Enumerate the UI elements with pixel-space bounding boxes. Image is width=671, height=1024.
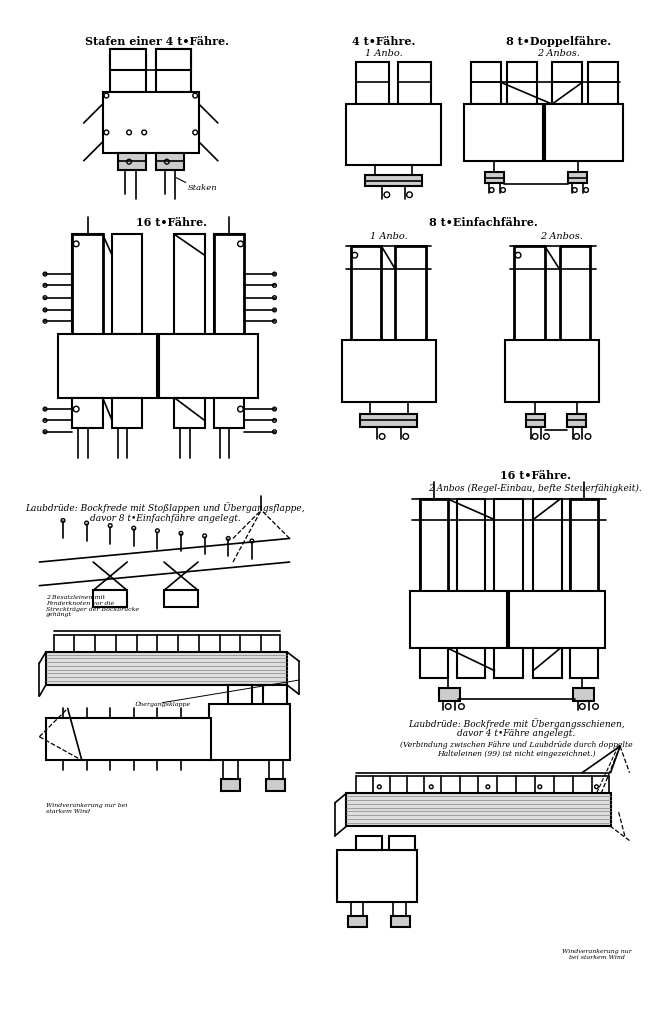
Text: Staken: Staken (188, 184, 217, 193)
Bar (46, 718, 211, 761)
Bar (457, 648, 485, 678)
Bar (112, 234, 142, 334)
Bar (72, 234, 103, 334)
Bar (525, 414, 545, 427)
Bar (214, 234, 244, 334)
Bar (263, 685, 287, 703)
Bar (588, 61, 618, 104)
Bar (356, 61, 389, 104)
Bar (221, 779, 240, 791)
Text: davor 4 t•Fähre angelegt.: davor 4 t•Fähre angelegt. (457, 729, 575, 738)
Text: 8 t•Doppelfähre.: 8 t•Doppelfähre. (506, 36, 611, 47)
Bar (174, 234, 205, 334)
Bar (72, 234, 103, 334)
Bar (389, 836, 415, 850)
Bar (568, 172, 587, 183)
Bar (58, 334, 158, 397)
Bar (266, 779, 285, 791)
Bar (485, 172, 504, 183)
Bar (351, 246, 381, 340)
Bar (72, 397, 103, 428)
Bar (348, 916, 367, 928)
Text: Windverankerung nur
bei starkem Wind: Windverankerung nur bei starkem Wind (562, 949, 631, 959)
Bar (342, 340, 436, 401)
Bar (164, 591, 198, 607)
Text: Übergangsklappe: Übergangsklappe (134, 700, 191, 707)
Text: 2 Anbos.: 2 Anbos. (537, 49, 580, 58)
Bar (533, 499, 562, 591)
Bar (365, 175, 422, 186)
Text: Laubdrüde: Bockfrede mit Übergangsschienen,: Laubdrüde: Bockfrede mit Übergangsschien… (408, 718, 625, 729)
Bar (560, 246, 590, 340)
Bar (360, 414, 417, 427)
Text: Halteleinen (99) ist nicht eingezeichnet.): Halteleinen (99) ist nicht eingezeichnet… (437, 750, 596, 758)
Bar (471, 61, 501, 104)
Bar (395, 246, 425, 340)
Bar (570, 499, 599, 591)
Bar (93, 591, 127, 607)
Bar (420, 648, 448, 678)
Bar (209, 703, 290, 761)
Text: Stafen einer 4 t•Fähre.: Stafen einer 4 t•Fähre. (85, 36, 229, 47)
Text: 16 t•Fähre.: 16 t•Fähre. (500, 470, 570, 481)
Text: 1 Anbo.: 1 Anbo. (370, 231, 407, 241)
Bar (156, 154, 184, 170)
Bar (103, 92, 199, 154)
Bar (228, 685, 252, 703)
Bar (46, 651, 287, 685)
Text: (Verbindung zwischen Fähre und Laubdrüde durch doppelte: (Verbindung zwischen Fähre und Laubdrüde… (400, 740, 633, 749)
Bar (507, 61, 537, 104)
Bar (552, 61, 582, 104)
Text: davor 8 t•Einfachfähre angelegt.: davor 8 t•Einfachfähre angelegt. (90, 514, 240, 523)
Bar (439, 688, 460, 700)
Bar (567, 414, 586, 427)
Text: 16 t•Fähre.: 16 t•Fähre. (136, 217, 207, 228)
Text: 1 Anbo.: 1 Anbo. (365, 49, 403, 58)
Bar (110, 49, 146, 92)
Bar (495, 499, 523, 591)
Text: 2 Besatzleinen mit
Fenderknoten vor die
Streckträger der Bockbrücke
gehängt: 2 Besatzleinen mit Fenderknoten vor die … (46, 595, 139, 617)
Bar (573, 688, 594, 700)
Bar (533, 648, 562, 678)
Bar (464, 104, 543, 161)
Bar (570, 648, 599, 678)
Bar (156, 49, 191, 70)
Text: 8 t•Einfachfähre.: 8 t•Einfachfähre. (429, 217, 537, 228)
Bar (570, 499, 599, 591)
Bar (117, 154, 146, 170)
Text: 2 Anbos.: 2 Anbos. (540, 231, 583, 241)
Bar (156, 49, 191, 92)
Bar (356, 836, 382, 850)
Bar (346, 794, 611, 826)
Bar (112, 397, 142, 428)
Bar (346, 104, 441, 166)
Bar (420, 499, 448, 591)
Bar (391, 916, 409, 928)
Bar (214, 397, 244, 428)
Text: 4 t•Fähre.: 4 t•Fähre. (352, 36, 416, 47)
Text: Laubdrüde: Bockfrede mit Stoßlappen und Übergangsflappe,: Laubdrüde: Bockfrede mit Stoßlappen und … (25, 503, 305, 513)
Text: Windverankerung nur bei
starkem Wind: Windverankerung nur bei starkem Wind (46, 803, 127, 814)
Bar (159, 334, 258, 397)
Bar (174, 397, 205, 428)
Bar (509, 591, 605, 648)
Bar (495, 648, 523, 678)
Bar (214, 234, 244, 334)
Text: 2 Anbos (Regel-Einbau, befte Steuerfähigkeit).: 2 Anbos (Regel-Einbau, befte Steuerfähig… (428, 483, 642, 493)
Bar (505, 340, 599, 401)
Bar (110, 49, 146, 70)
Bar (545, 104, 623, 161)
Bar (420, 499, 448, 591)
Bar (457, 499, 485, 591)
Bar (411, 591, 507, 648)
Bar (514, 246, 545, 340)
Bar (337, 850, 417, 902)
Bar (398, 61, 431, 104)
